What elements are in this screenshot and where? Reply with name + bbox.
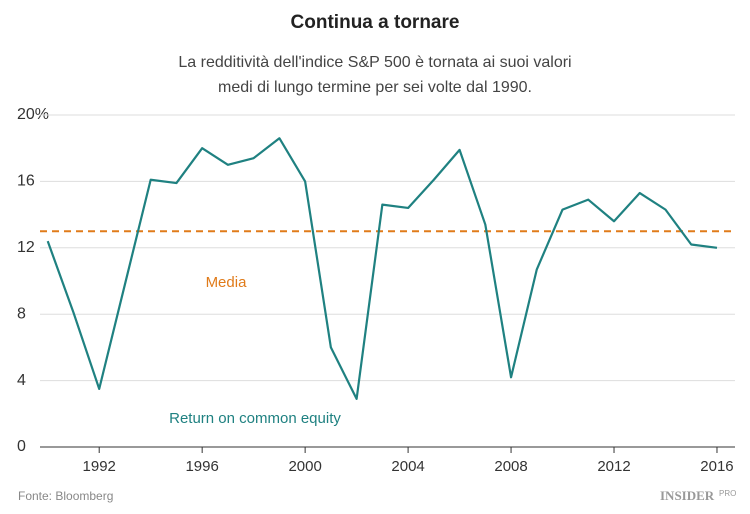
series-label: Return on common equity xyxy=(169,410,341,427)
x-tick-label: 2008 xyxy=(494,458,527,475)
x-tick-label: 2004 xyxy=(391,458,424,475)
x-tick-label: 1992 xyxy=(83,458,116,475)
y-tick-label: 20% xyxy=(17,106,49,123)
y-tick-label: 4 xyxy=(17,372,26,389)
logo: INSIDER xyxy=(660,488,715,503)
y-tick-label: 8 xyxy=(17,305,26,322)
x-tick-label: 2000 xyxy=(288,458,321,475)
chart-title: Continua a tornare xyxy=(291,12,460,33)
line xyxy=(46,137,718,400)
y-tick-label: 16 xyxy=(17,173,35,190)
x-tick-label: 1996 xyxy=(185,458,218,475)
reference-label: Media xyxy=(206,274,248,291)
x-tick-label: 2016 xyxy=(700,458,733,475)
x-tick-label: 2012 xyxy=(597,458,630,475)
source: Fonte: Bloomberg xyxy=(18,489,113,503)
chart-subtitle: La redditività dell'indice S&P 500 è tor… xyxy=(178,54,571,71)
y-tick-label: 0 xyxy=(17,438,26,455)
chart-subtitle: medi di lungo termine per sei volte dal … xyxy=(218,79,532,96)
logo-sub: PRO xyxy=(719,489,736,498)
y-tick-label: 12 xyxy=(17,239,35,256)
